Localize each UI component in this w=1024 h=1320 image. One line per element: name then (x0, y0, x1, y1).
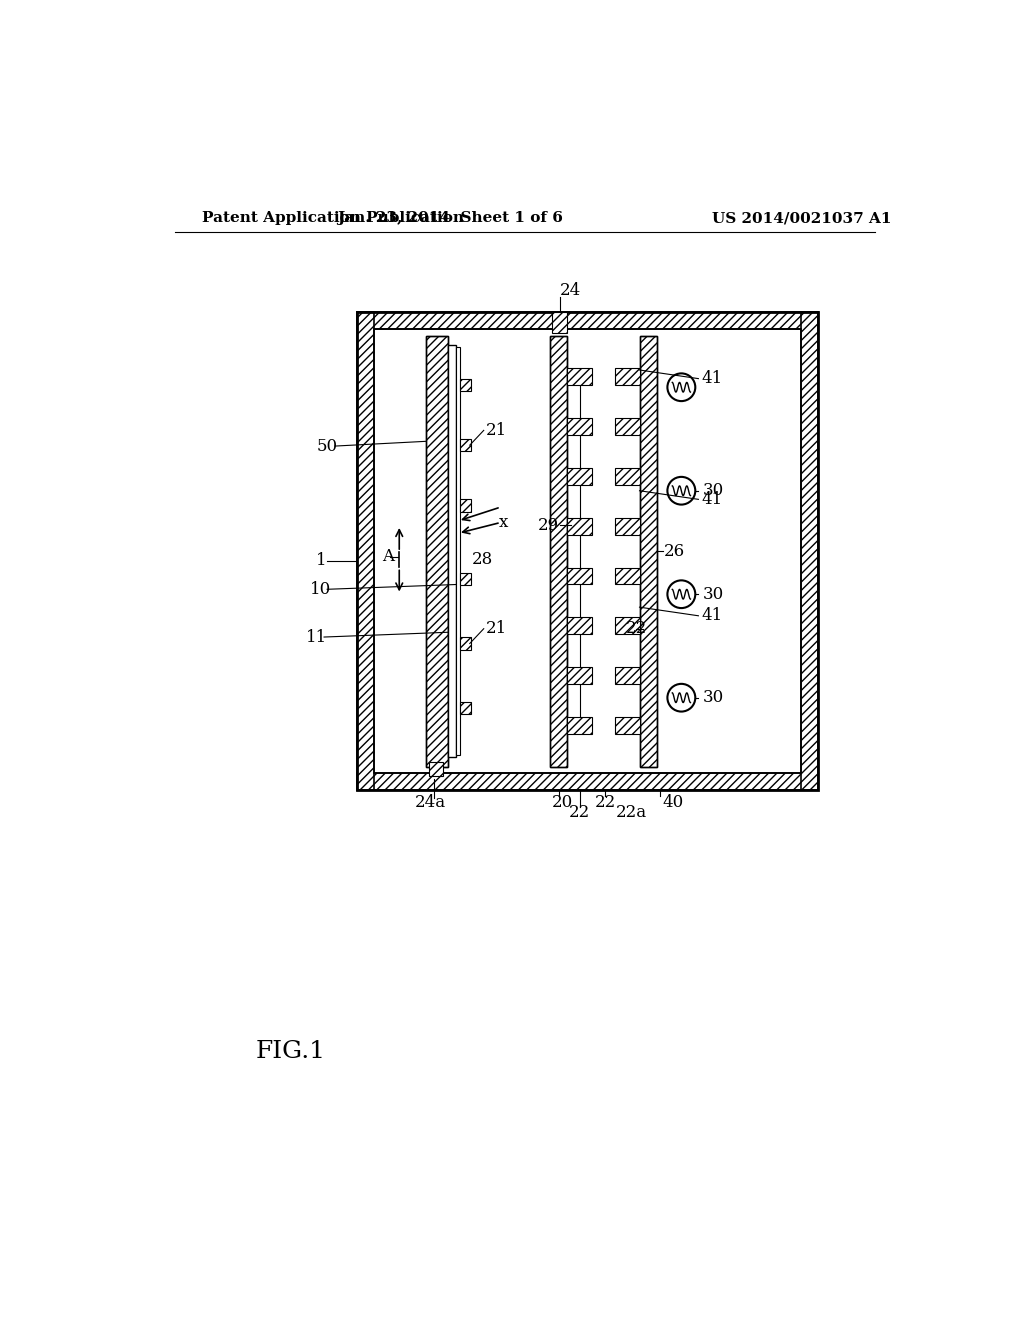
Bar (567, 517, 592, 535)
Text: 41: 41 (701, 491, 723, 508)
Text: 20: 20 (552, 793, 573, 810)
Bar (456, 347, 461, 755)
Bar (461, 499, 471, 512)
Bar (461, 573, 471, 585)
Text: 30: 30 (703, 586, 724, 603)
Bar (592, 717, 614, 734)
Text: x: x (499, 513, 508, 531)
Bar (461, 379, 471, 391)
Bar (356, 313, 818, 330)
Text: 22a: 22a (615, 804, 646, 821)
Bar (614, 418, 640, 436)
Text: 29: 29 (538, 516, 559, 533)
Bar (567, 418, 592, 436)
Text: 24: 24 (560, 282, 581, 300)
Bar (449, 345, 456, 758)
Bar (429, 762, 443, 776)
Bar (592, 368, 614, 385)
Text: 30: 30 (703, 482, 724, 499)
Bar (592, 517, 614, 535)
Bar (426, 335, 449, 767)
Bar (550, 335, 567, 767)
Bar (614, 618, 640, 635)
Text: 26: 26 (665, 543, 685, 560)
Text: 1: 1 (316, 552, 327, 569)
Bar (592, 568, 614, 585)
Bar (461, 638, 471, 649)
Text: 11: 11 (306, 628, 328, 645)
Text: 30: 30 (703, 689, 724, 706)
Bar (614, 469, 640, 484)
Text: Patent Application Publication: Patent Application Publication (202, 211, 464, 226)
Bar (567, 568, 592, 585)
Text: 21: 21 (486, 422, 507, 438)
Bar (550, 335, 567, 767)
Bar (356, 313, 374, 789)
Bar (614, 667, 640, 684)
Text: 22: 22 (626, 620, 647, 638)
Text: 21: 21 (486, 620, 507, 638)
Bar (592, 618, 614, 635)
Bar (426, 335, 449, 767)
Text: 41: 41 (701, 607, 723, 624)
Bar (592, 667, 614, 684)
Bar (592, 469, 614, 484)
Bar (614, 717, 640, 734)
Text: 50: 50 (316, 437, 338, 454)
Bar (614, 568, 640, 585)
Bar (356, 774, 818, 789)
Text: 28: 28 (472, 552, 494, 568)
Bar (567, 469, 592, 484)
Text: 41: 41 (701, 370, 723, 387)
Text: FIG.1: FIG.1 (256, 1040, 326, 1063)
Bar (552, 313, 567, 333)
Text: 22: 22 (595, 793, 615, 810)
Bar (614, 517, 640, 535)
Bar (592, 418, 614, 436)
Text: A: A (382, 548, 394, 565)
Text: US 2014/0021037 A1: US 2014/0021037 A1 (713, 211, 892, 226)
Bar (374, 330, 801, 772)
Bar (356, 313, 818, 789)
Bar (461, 702, 471, 714)
Text: 40: 40 (663, 793, 684, 810)
Bar (567, 368, 592, 385)
Bar (801, 313, 818, 789)
Bar (567, 667, 592, 684)
Text: 24a: 24a (415, 793, 445, 810)
Bar (461, 440, 471, 451)
Bar (640, 335, 656, 767)
Text: Jan. 23, 2014  Sheet 1 of 6: Jan. 23, 2014 Sheet 1 of 6 (337, 211, 562, 226)
Bar (640, 335, 656, 767)
Bar (567, 717, 592, 734)
Text: 22: 22 (569, 804, 590, 821)
Text: 10: 10 (310, 581, 332, 598)
Bar (567, 618, 592, 635)
Bar (614, 368, 640, 385)
